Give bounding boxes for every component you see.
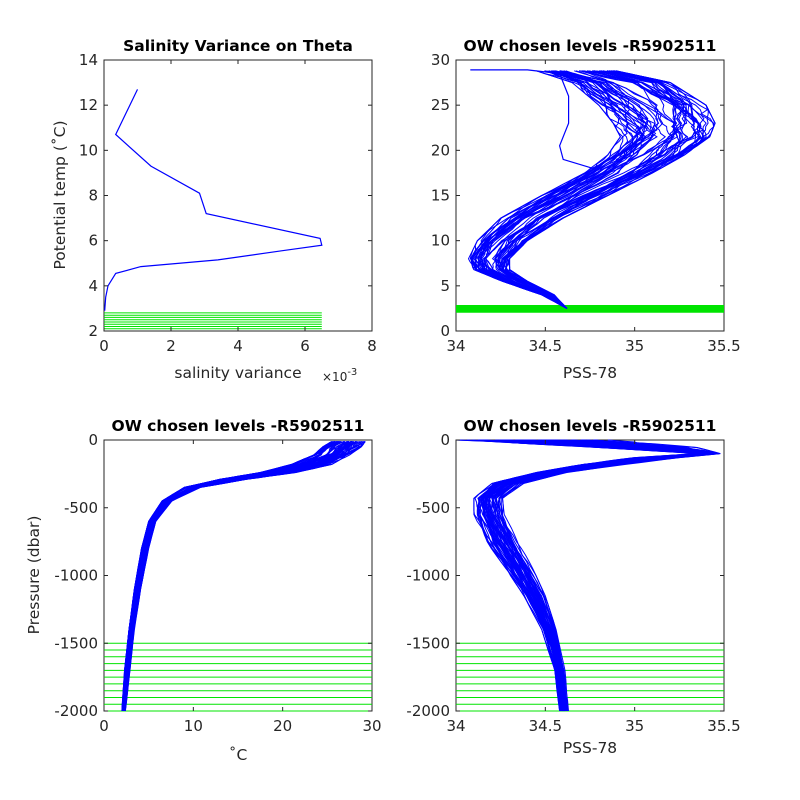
y-tick-label: 2	[88, 322, 98, 340]
x-axis-label: salinity variance	[174, 364, 301, 382]
profile-line	[498, 70, 707, 309]
panel-pressure-temperature: OW chosen levels -R5902511 0 10 20 30 -2000…	[25, 417, 382, 764]
plot-marks	[104, 440, 372, 712]
x-tick-label: 0	[99, 337, 109, 355]
x-tick-label: 34.5	[529, 717, 562, 735]
y-tick-label: 15	[431, 187, 450, 205]
plot-marks	[455, 439, 724, 712]
chart-title: OW chosen levels -R5902511	[464, 417, 717, 435]
y-tick-label: 10	[431, 232, 450, 250]
y-tick-label: -1500	[406, 634, 450, 652]
profile-line	[123, 441, 354, 712]
x-tick-label: 20	[273, 717, 292, 735]
profile-line	[123, 440, 349, 712]
x-tick-label: 35.5	[707, 337, 740, 355]
x-tick-label: 0	[99, 717, 109, 735]
x-tick-label: 2	[166, 337, 176, 355]
x-tick-label: 35	[625, 717, 644, 735]
profile-line	[122, 440, 342, 712]
x-axis-label: PSS-78	[563, 364, 617, 382]
y-axis-label: Potential temp (˚C)	[51, 121, 69, 270]
y-axis-ticks: 2 4 6 8 10 12 14	[79, 51, 372, 340]
x-tick-label: 4	[233, 337, 243, 355]
y-tick-label: 8	[88, 187, 98, 205]
plot-marks	[456, 69, 724, 313]
profile-line	[122, 440, 339, 712]
profile-line	[494, 70, 700, 309]
x-tick-label: 34	[446, 717, 465, 735]
y-tick-label: 0	[88, 431, 98, 449]
y-tick-label: 30	[431, 51, 450, 69]
chart-title: OW chosen levels -R5902511	[464, 37, 717, 55]
profile-line	[470, 70, 634, 309]
x-axis-ticks: 34 34.5 35 35.5	[446, 440, 741, 735]
x-tick-label: 8	[367, 337, 377, 355]
profile-line	[497, 439, 718, 712]
profile-line	[478, 439, 704, 712]
profile-line	[487, 439, 712, 712]
y-tick-label: 6	[88, 232, 98, 250]
y-tick-label: 25	[431, 96, 450, 114]
chart-title: OW chosen levels -R5902511	[112, 417, 365, 435]
y-tick-label: -500	[416, 499, 450, 517]
y-tick-label: 20	[431, 141, 450, 159]
y-tick-label: -1000	[406, 567, 450, 585]
x-tick-label: 10	[184, 717, 203, 735]
x-axis-ticks: 0 2 4 6 8	[99, 60, 377, 355]
x-tick-label: 6	[300, 337, 310, 355]
y-axis-ticks: -2000 -1500 -1000 -500 0	[406, 431, 724, 720]
y-tick-label: 4	[88, 277, 98, 295]
x-tick-label: 35	[625, 337, 644, 355]
panel-theta-salinity: OW chosen levels -R5902511 34 34.5 35 35.5 …	[431, 37, 741, 382]
profile-line	[124, 441, 361, 712]
x-axis-label: ˚C	[229, 746, 248, 764]
x-tick-label: 30	[362, 717, 381, 735]
y-tick-label: 0	[440, 431, 450, 449]
y-tick-label: 10	[79, 141, 98, 159]
y-tick-label: 0	[440, 322, 450, 340]
x-axis-exponent: ×10-3	[322, 367, 357, 384]
profile-line	[495, 70, 682, 309]
profile-line	[471, 70, 645, 309]
y-tick-label: -2000	[54, 702, 98, 720]
x-axis-ticks: 0 10 20 30	[99, 440, 382, 735]
y-tick-label: 5	[440, 277, 450, 295]
profile-line	[491, 439, 711, 712]
y-axis-ticks: -2000 -1500 -1000 -500 0	[54, 431, 372, 720]
profile-line	[501, 439, 721, 712]
y-axis-label: Pressure (dbar)	[25, 516, 43, 635]
x-tick-label: 35.5	[707, 717, 740, 735]
profile-line	[504, 70, 704, 309]
plot-area	[103, 439, 373, 712]
profile-line	[505, 70, 716, 309]
y-tick-label: -1000	[54, 567, 98, 585]
profile-line	[477, 70, 649, 309]
y-axis-ticks: 0 5 10 15 20 25 30	[431, 51, 724, 340]
profile-line	[494, 439, 717, 712]
x-axis-label: PSS-78	[563, 739, 617, 757]
series-line	[104, 89, 323, 311]
y-tick-label: -500	[64, 499, 98, 517]
plot-marks	[104, 89, 323, 330]
plot-area	[103, 59, 373, 332]
profile-line	[497, 70, 678, 309]
y-tick-label: 12	[79, 96, 98, 114]
x-axis-exponent-power: -3	[347, 367, 357, 378]
y-tick-label: -1500	[54, 634, 98, 652]
panel-pressure-salinity: OW chosen levels -R5902511 34 34.5 35 35.5 …	[406, 417, 740, 757]
y-tick-label: -2000	[406, 702, 450, 720]
x-tick-label: 34.5	[529, 337, 562, 355]
profile-line	[470, 70, 643, 309]
chart-title: Salinity Variance on Theta	[123, 37, 353, 55]
y-tick-label: 14	[79, 51, 98, 69]
profile-line	[492, 70, 673, 309]
x-axis-exponent-base: ×10	[322, 370, 347, 384]
outlier-profile-line	[470, 69, 600, 171]
x-tick-label: 34	[446, 337, 465, 355]
x-axis-ticks: 34 34.5 35 35.5	[446, 60, 741, 355]
